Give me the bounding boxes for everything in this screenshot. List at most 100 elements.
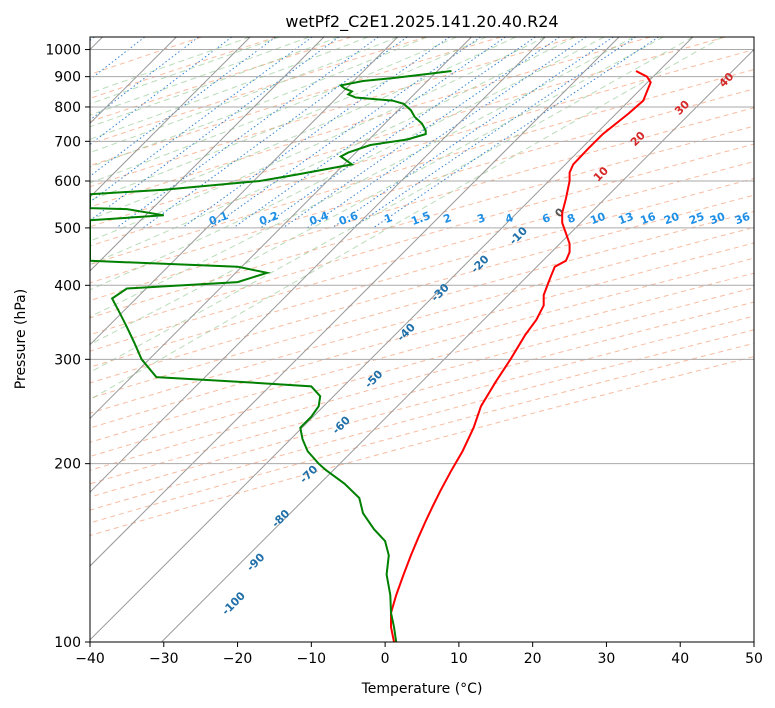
- x-tick-label: 30: [598, 651, 616, 667]
- mixing-ratio-label: 8: [565, 211, 577, 226]
- isotherm-label: -80: [269, 507, 292, 530]
- moist-adiabat: [90, 37, 694, 373]
- isotherm-line: [161, 48, 754, 642]
- moist-adiabat: [90, 37, 457, 184]
- mixing-ratio-label: 16: [639, 210, 658, 228]
- dry-adiabat: [90, 329, 754, 511]
- dry-adiabat: [90, 242, 754, 429]
- mixing-ratio-line: [331, 37, 614, 229]
- moist-adiabat: [90, 37, 723, 401]
- dry-adiabat: [90, 178, 754, 368]
- mixing-ratio-label: 1.5: [409, 209, 432, 228]
- moist-adiabat: [90, 37, 251, 94]
- y-tick-label: 700: [54, 134, 81, 150]
- isotherm-label: 20: [628, 129, 648, 149]
- mixing-ratio-label: 3: [475, 211, 487, 226]
- moist-adiabat: [90, 37, 280, 105]
- mixing-ratio-label: 20: [662, 210, 681, 228]
- mixing-ratio-label: 2: [442, 211, 454, 226]
- mixing-ratio-label: 0.4: [308, 209, 331, 228]
- moist-adiabat: [90, 37, 398, 154]
- mixing-ratio-line: [90, 37, 199, 121]
- y-tick-label: 900: [54, 70, 81, 86]
- mixing-ratio-line: [282, 37, 560, 229]
- mixing-ratio-line: [90, 37, 95, 42]
- x-tick-label: −20: [223, 651, 253, 667]
- mixing-ratio-label: 0.2: [257, 209, 280, 228]
- x-axis-label: Temperature (°C): [361, 681, 483, 697]
- mixing-ratio-line: [90, 37, 146, 80]
- isotherm-line: [90, 37, 546, 493]
- chart-title: wetPf2_C2E1.2025.141.20.40.R24: [285, 12, 558, 32]
- isotherm-label: -90: [244, 550, 267, 573]
- dry-adiabat: [90, 226, 754, 414]
- temperature-profile-line: [390, 70, 652, 642]
- dry-adiabat: [90, 37, 202, 75]
- mixing-ratio-line: [210, 37, 481, 229]
- x-tick-label: −40: [75, 651, 105, 667]
- mixing-ratio-label: 4: [504, 211, 516, 226]
- isotherm-line: [90, 37, 694, 641]
- mixing-ratio-label: 13: [616, 210, 635, 227]
- isotherm-line: [90, 37, 620, 567]
- mixing-ratio-label: 0.1: [207, 209, 230, 228]
- moist-adiabat: [90, 37, 635, 318]
- y-axis-label: Pressure (hPa): [13, 289, 29, 389]
- isotherm-line: [90, 37, 251, 198]
- mixing-ratio-label: 25: [687, 210, 706, 227]
- plot-frame: [89, 36, 755, 643]
- x-tick-label: −10: [297, 651, 327, 667]
- isotherm-line: [90, 37, 325, 272]
- moist-adiabat: [90, 37, 516, 221]
- dry-adiabat: [90, 37, 352, 123]
- x-tick-label: 50: [745, 651, 763, 667]
- dry-adiabat: [90, 68, 754, 266]
- y-axis: 1000 900 800 700 600 500 400 300 200 100: [45, 43, 90, 651]
- isoline-labels: -100-90-80-70-60-50-40-30-20-10010203040…: [207, 70, 752, 618]
- moist-adiabat: [90, 37, 605, 291]
- isotherm-line: [90, 37, 399, 346]
- mixing-ratio-line: [90, 37, 233, 146]
- moist-adiabat: [90, 37, 487, 201]
- x-tick-label: 10: [450, 651, 468, 667]
- moist-adiabat: [90, 37, 310, 116]
- isotherm-line: [90, 37, 472, 420]
- x-axis: −40 −30 −20 −10 0 10 20 30 40 50: [75, 642, 763, 667]
- dry-adiabat: [90, 143, 754, 336]
- x-tick-label: 20: [524, 651, 542, 667]
- isotherm-label: -60: [330, 413, 353, 436]
- isotherm-label: -100: [219, 589, 248, 618]
- isotherm-label: -40: [395, 320, 418, 343]
- moist-adiabat: [90, 37, 339, 128]
- mixing-ratio-label: 0.6: [337, 209, 360, 228]
- moist-adiabat: [90, 37, 575, 266]
- mixing-ratio-label: 1: [383, 211, 395, 226]
- mixing-ratio-line: [306, 37, 587, 229]
- dry-adiabat: [90, 49, 754, 247]
- dry-adiabat: [90, 272, 754, 457]
- dry-adiabat: [90, 315, 754, 498]
- mixing-ratio-label: 36: [733, 210, 752, 228]
- dry-adiabat: [90, 37, 651, 208]
- mixing-ratio-line: [181, 37, 450, 229]
- y-tick-label: 300: [54, 352, 81, 368]
- dry-adiabat: [90, 37, 576, 188]
- mixing-ratio-line: [90, 37, 340, 222]
- x-tick-label: −30: [149, 651, 179, 667]
- x-tick-label: 0: [381, 651, 390, 667]
- background-lines: [90, 37, 754, 642]
- y-tick-label: 800: [54, 100, 81, 116]
- series-layer: [90, 70, 652, 642]
- isotherm-label: -20: [468, 252, 491, 275]
- mixing-ratio-label: 6: [540, 211, 552, 226]
- mixing-ratio-label: 30: [708, 210, 727, 228]
- y-tick-label: 400: [54, 278, 81, 294]
- y-tick-label: 100: [54, 635, 81, 651]
- moist-adiabat: [90, 37, 546, 242]
- isotherm-label: -70: [297, 463, 320, 486]
- isotherm-label: 40: [716, 70, 736, 90]
- y-tick-label: 1000: [45, 43, 81, 59]
- dewpoint-profile-line: [90, 70, 452, 642]
- dry-adiabat: [90, 37, 277, 99]
